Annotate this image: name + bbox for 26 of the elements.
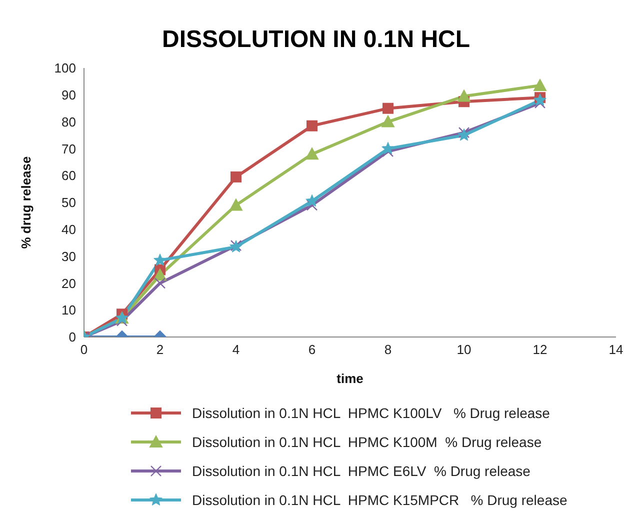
x-tick-label: 14 <box>608 342 624 358</box>
x-tick-label: 4 <box>232 342 240 358</box>
x-tick-label: 6 <box>308 342 316 358</box>
y-tick-label: 100 <box>54 60 76 76</box>
y-axis-title: % drug release <box>18 156 34 249</box>
x-tick-label: 10 <box>456 342 472 358</box>
legend-label: Dissolution in 0.1N HCL HPMC E6LV % Drug release <box>192 462 530 478</box>
x-tick-label: 8 <box>384 342 392 358</box>
y-tick-label: 50 <box>62 195 76 210</box>
x-tick-label: 2 <box>156 342 164 358</box>
y-tick-label: 20 <box>62 276 76 291</box>
legend-label: Dissolution in 0.1N HCL HPMC K100LV % Drug release <box>192 404 550 420</box>
x-tick-label: 12 <box>532 342 548 358</box>
legend-label: Dissolution in 0.1N HCL HPMC K15MPCR % Drug release <box>192 492 568 508</box>
y-tick-label: 40 <box>62 222 76 238</box>
y-tick-label: 0 <box>68 330 76 345</box>
y-tick-label: 30 <box>62 248 76 264</box>
y-tick-label: 90 <box>62 88 76 103</box>
y-tick-label: 80 <box>62 114 76 130</box>
y-tick-label: 70 <box>62 141 76 156</box>
y-tick-label: 10 <box>62 302 76 318</box>
legend-label: Dissolution in 0.1N HCL HPMC K100M % Drug release <box>192 434 542 450</box>
x-tick-label: 0 <box>80 342 88 358</box>
y-tick-label: 60 <box>62 168 76 184</box>
chart-title: DISSOLUTION IN 0.1N HCL <box>160 26 472 55</box>
x-axis-title: time <box>336 371 364 386</box>
